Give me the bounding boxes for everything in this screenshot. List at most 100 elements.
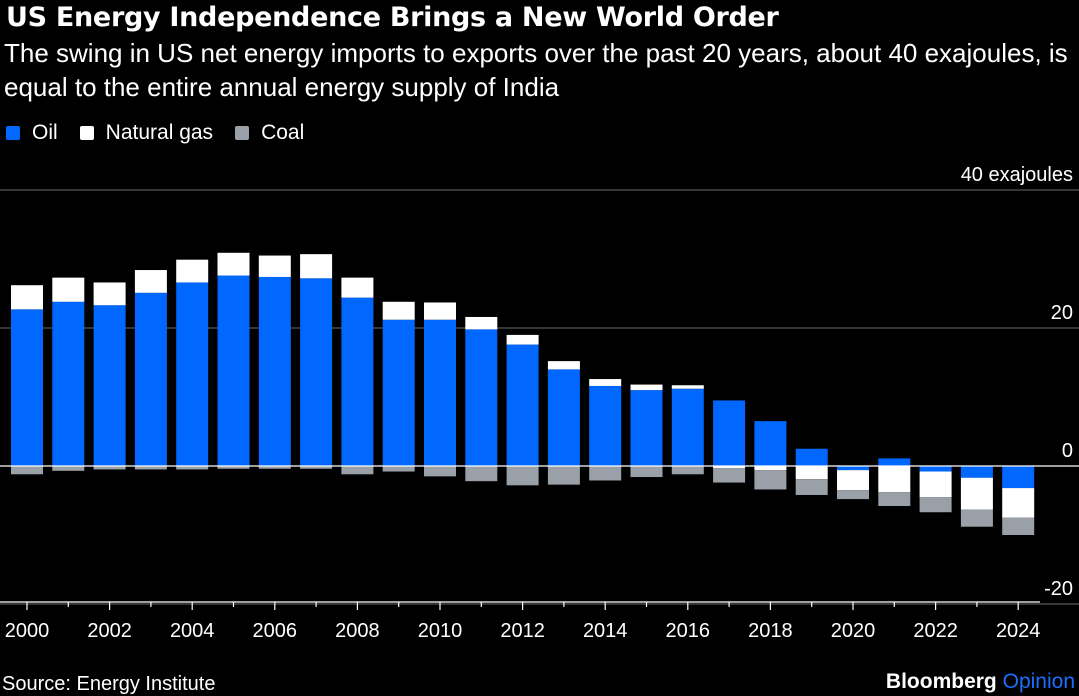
y-tick-label: -20 bbox=[1044, 578, 1073, 600]
bar-oil-2001 bbox=[52, 301, 85, 466]
bar-oil-2020 bbox=[837, 466, 869, 471]
bar-oil-2015 bbox=[630, 390, 663, 466]
bar-coal-2000 bbox=[11, 466, 43, 475]
x-tick-label: 2016 bbox=[666, 620, 711, 642]
bar-coal-2009 bbox=[382, 466, 415, 472]
x-tick-label: 2024 bbox=[996, 620, 1041, 642]
bar-oil-2016 bbox=[671, 388, 704, 466]
bar-coal-2005 bbox=[217, 466, 250, 469]
bar-coal-2004 bbox=[176, 466, 209, 470]
bar-coal-2001 bbox=[52, 466, 85, 471]
y-tick-labels: 40 exajoules 20 0 -20 bbox=[961, 164, 1073, 600]
x-tick-label: 2004 bbox=[170, 620, 215, 642]
bar-oil-2024 bbox=[1002, 466, 1035, 489]
y-tick-label: 0 bbox=[1062, 440, 1073, 462]
source-note: Source: Energy Institute bbox=[2, 673, 216, 695]
bar-natural-gas-2010 bbox=[424, 302, 456, 320]
bar-natural-gas-2007 bbox=[300, 254, 333, 279]
bar-oil-2000 bbox=[11, 309, 43, 466]
bar-coal-2016 bbox=[671, 466, 704, 475]
bar-oil-2021 bbox=[878, 458, 911, 466]
bar-coal-2002 bbox=[93, 466, 126, 470]
x-tick-label: 2010 bbox=[418, 620, 463, 642]
bar-natural-gas-2016 bbox=[671, 385, 704, 389]
y-tick-label: 40 exajoules bbox=[961, 164, 1073, 186]
bar-natural-gas-2000 bbox=[11, 285, 43, 310]
legend-label-coal: Coal bbox=[261, 121, 305, 144]
bar-oil-2022 bbox=[919, 466, 952, 472]
brand-suffix: Opinion bbox=[1002, 670, 1075, 693]
x-tick-label: 2020 bbox=[831, 620, 876, 642]
bar-natural-gas-2003 bbox=[134, 270, 167, 293]
bar-oil-2002 bbox=[93, 305, 126, 466]
bar-natural-gas-2022 bbox=[919, 471, 952, 498]
bar-oil-2019 bbox=[795, 448, 828, 466]
bar-natural-gas-2005 bbox=[217, 252, 250, 276]
bar-oil-2007 bbox=[300, 278, 333, 466]
legend-item-oil: Oil bbox=[6, 121, 58, 145]
chart-subtitle: The swing in US net energy imports to ex… bbox=[4, 38, 1068, 102]
bar-coal-2006 bbox=[258, 466, 291, 469]
bar-oil-2008 bbox=[341, 297, 374, 466]
bar-oil-2011 bbox=[465, 329, 498, 466]
legend-swatch-coal bbox=[235, 126, 250, 140]
bar-natural-gas-2002 bbox=[93, 282, 126, 306]
bar-coal-2021 bbox=[878, 492, 911, 507]
bar-coal-2017 bbox=[713, 468, 746, 483]
bar-natural-gas-2021 bbox=[878, 466, 911, 493]
bar-coal-2018 bbox=[754, 470, 787, 490]
bar-natural-gas-2024 bbox=[1002, 488, 1035, 518]
bar-coal-2024 bbox=[1002, 517, 1035, 535]
bar-natural-gas-2012 bbox=[506, 334, 539, 345]
legend-swatch-oil bbox=[6, 126, 20, 140]
bar-coal-2023 bbox=[960, 509, 993, 527]
chart-title: US Energy Independence Brings a New Worl… bbox=[6, 2, 779, 33]
bar-oil-2017 bbox=[713, 400, 746, 466]
bar-oil-2003 bbox=[134, 292, 167, 466]
bar-oil-2012 bbox=[506, 344, 539, 466]
bar-coal-2014 bbox=[589, 466, 622, 481]
bar-coal-2007 bbox=[300, 466, 333, 469]
brand-logo: Bloomberg Opinion bbox=[886, 670, 1075, 694]
bar-oil-2005 bbox=[217, 275, 250, 466]
bar-coal-2012 bbox=[506, 466, 539, 486]
legend-label-oil: Oil bbox=[32, 121, 58, 144]
bar-natural-gas-2001 bbox=[52, 277, 85, 302]
bar-coal-2008 bbox=[341, 466, 374, 475]
bar-coal-2019 bbox=[795, 479, 828, 495]
bar-coal-2003 bbox=[134, 466, 167, 470]
bar-oil-2009 bbox=[382, 319, 415, 466]
bar-natural-gas-2018 bbox=[754, 466, 787, 471]
x-tick-label: 2014 bbox=[583, 620, 628, 642]
legend-item-natural-gas: Natural gas bbox=[79, 121, 213, 145]
x-tick-label: 2000 bbox=[5, 620, 50, 642]
bar-natural-gas-2014 bbox=[589, 379, 622, 386]
bar-oil-2014 bbox=[589, 385, 622, 466]
brand-name: Bloomberg bbox=[885, 670, 997, 693]
legend: Oil Natural gas Coal bbox=[6, 121, 326, 145]
bar-coal-2022 bbox=[919, 497, 952, 513]
bar-natural-gas-2013 bbox=[547, 361, 580, 370]
bar-natural-gas-2019 bbox=[795, 466, 828, 480]
x-axis: 2000 2002 2004 2006 2008 2010 2012 2014 2016 2018… bbox=[0, 601, 1041, 642]
bar-oil-2004 bbox=[176, 282, 209, 466]
legend-swatch-natural-gas bbox=[79, 126, 94, 140]
bar-natural-gas-2006 bbox=[258, 255, 291, 277]
bar-coal-2015 bbox=[630, 466, 663, 478]
legend-item-coal: Coal bbox=[235, 121, 304, 145]
bar-natural-gas-2017 bbox=[713, 466, 746, 469]
bar-oil-2013 bbox=[547, 369, 580, 466]
bar-oil-2018 bbox=[754, 421, 787, 466]
x-tick-label: 2012 bbox=[500, 620, 545, 642]
bar-natural-gas-2011 bbox=[465, 316, 498, 330]
bar-oil-2006 bbox=[258, 276, 291, 466]
bar-natural-gas-2004 bbox=[176, 259, 209, 283]
bar-coal-2020 bbox=[837, 490, 869, 500]
bar-natural-gas-2023 bbox=[960, 477, 993, 510]
y-tick-label: 20 bbox=[1051, 302, 1073, 324]
x-tick-label: 2018 bbox=[748, 620, 793, 642]
x-tick-label: 2022 bbox=[913, 620, 958, 642]
x-tick-label: 2002 bbox=[87, 620, 132, 642]
bar-coal-2013 bbox=[547, 466, 580, 485]
